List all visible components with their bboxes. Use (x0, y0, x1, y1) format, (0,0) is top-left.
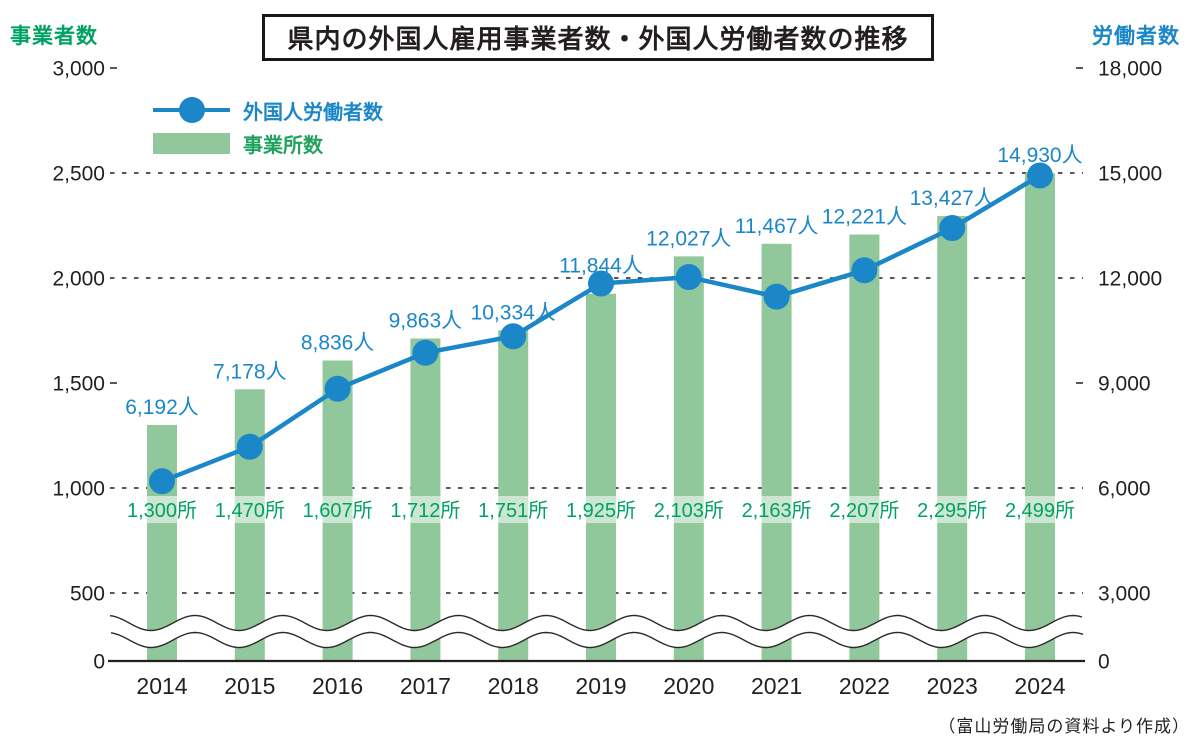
left-axis-tick-label: 2,500 (52, 163, 105, 186)
left-axis-tick-label: 1,500 (52, 373, 105, 396)
chart-title: 県内の外国人雇用事業者数・外国人労働者数の推移 (262, 14, 934, 61)
bar-label-band (110, 496, 1083, 523)
line-value-label: 14,930人 (997, 144, 1082, 167)
x-axis-year-label: 2023 (927, 673, 978, 699)
legend-item-establishments: 事業所数 (153, 130, 323, 157)
bar-value-label: 2,207所 (829, 499, 899, 522)
bar-value-label: 1,607所 (303, 499, 373, 522)
bar-value-label: 2,295所 (917, 499, 987, 522)
bar-establishments (586, 293, 616, 661)
right-axis-tick-label: 3,000 (1098, 583, 1151, 606)
x-axis-year-label: 2024 (1014, 673, 1065, 699)
bar-establishments (849, 234, 880, 661)
chart-title-text: 県内の外国人雇用事業者数・外国人労働者数の推移 (287, 24, 909, 54)
axis-break-mask (110, 615, 1083, 648)
legend-label-establishments: 事業所数 (243, 134, 323, 157)
x-axis-year-label: 2021 (751, 673, 802, 699)
legend-label-workers: 外国人労働者数 (243, 101, 383, 124)
line-value-label: 11,467人 (735, 215, 819, 238)
bar-establishments (1025, 173, 1055, 661)
bar-establishments (673, 256, 704, 661)
bar-value-label: 1,925所 (566, 499, 636, 522)
right-axis-title: 労働者数 (1092, 25, 1180, 48)
bar-value-label: 1,300所 (127, 499, 197, 522)
right-axis-tick-label: 15,000 (1098, 163, 1162, 186)
left-axis-tick-label: 500 (70, 583, 105, 606)
bar-series-swatch-icon (153, 132, 230, 154)
line-point (149, 468, 175, 495)
x-axis-year-label: 2020 (663, 673, 714, 699)
line-value-label: 10,334人 (471, 301, 556, 324)
line-point (851, 257, 878, 284)
x-axis-year-label: 2016 (312, 673, 363, 699)
bar-establishments (234, 389, 265, 661)
right-axis-tick-label: 18,000 (1098, 58, 1162, 81)
line-series-swatch-icon (153, 97, 230, 123)
line-value-label: 12,027人 (646, 227, 731, 250)
left-axis-tick-label: 3,000 (52, 58, 105, 81)
x-axis-year-label: 2017 (400, 673, 451, 699)
line-value-label: 12,221人 (822, 206, 907, 229)
x-axis-year-label: 2019 (575, 673, 626, 699)
bar-value-label: 2,103所 (654, 499, 724, 522)
legend-item-workers: 外国人労働者数 (153, 97, 383, 124)
left-axis-tick-label: 0 (93, 651, 105, 674)
right-axis-tick-label: 9,000 (1098, 373, 1151, 396)
line-value-label: 11,844人 (559, 255, 643, 278)
line-value-label: 8,836人 (301, 332, 375, 355)
bar-value-label: 1,712所 (390, 499, 460, 522)
right-axis-tick-label: 12,000 (1098, 268, 1162, 291)
line-value-label: 7,178人 (213, 360, 287, 383)
line-point (939, 215, 966, 242)
x-axis-year-label: 2022 (839, 673, 890, 699)
axis-break-wave-upper (109, 614, 1083, 632)
x-axis-year-label: 2018 (488, 673, 539, 699)
line-point (1027, 162, 1053, 189)
bar-value-label: 2,163所 (742, 499, 812, 522)
bar-establishments (498, 330, 529, 661)
line-point (324, 375, 351, 402)
right-axis-tick-label: 6,000 (1098, 478, 1151, 501)
line-point (763, 283, 790, 310)
left-axis-title: 事業者数 (10, 25, 98, 48)
right-axis-tick-label: 0 (1098, 651, 1110, 674)
line-point (236, 433, 263, 460)
axis-break-wave-lower (110, 631, 1084, 649)
line-point (500, 323, 527, 350)
left-axis-tick-label: 2,000 (52, 268, 105, 291)
bar-value-label: 1,751所 (478, 499, 548, 522)
x-axis-year-label: 2014 (136, 673, 187, 699)
line-point (412, 339, 439, 366)
line-value-label: 13,427人 (910, 187, 995, 210)
left-axis-tick-label: 1,000 (52, 478, 105, 501)
line-value-label: 6,192人 (125, 396, 199, 419)
source-note: （富山労働局の資料より作成） (938, 717, 1190, 736)
line-point (675, 264, 702, 291)
x-axis-year-label: 2015 (224, 673, 275, 699)
bar-establishments (147, 425, 177, 661)
bar-establishments (937, 216, 968, 662)
line-value-label: 9,863人 (389, 310, 463, 333)
bar-establishments (761, 243, 792, 661)
bar-value-label: 2,499所 (1005, 499, 1075, 522)
bar-value-label: 1,470所 (215, 499, 285, 522)
line-point (588, 270, 614, 297)
